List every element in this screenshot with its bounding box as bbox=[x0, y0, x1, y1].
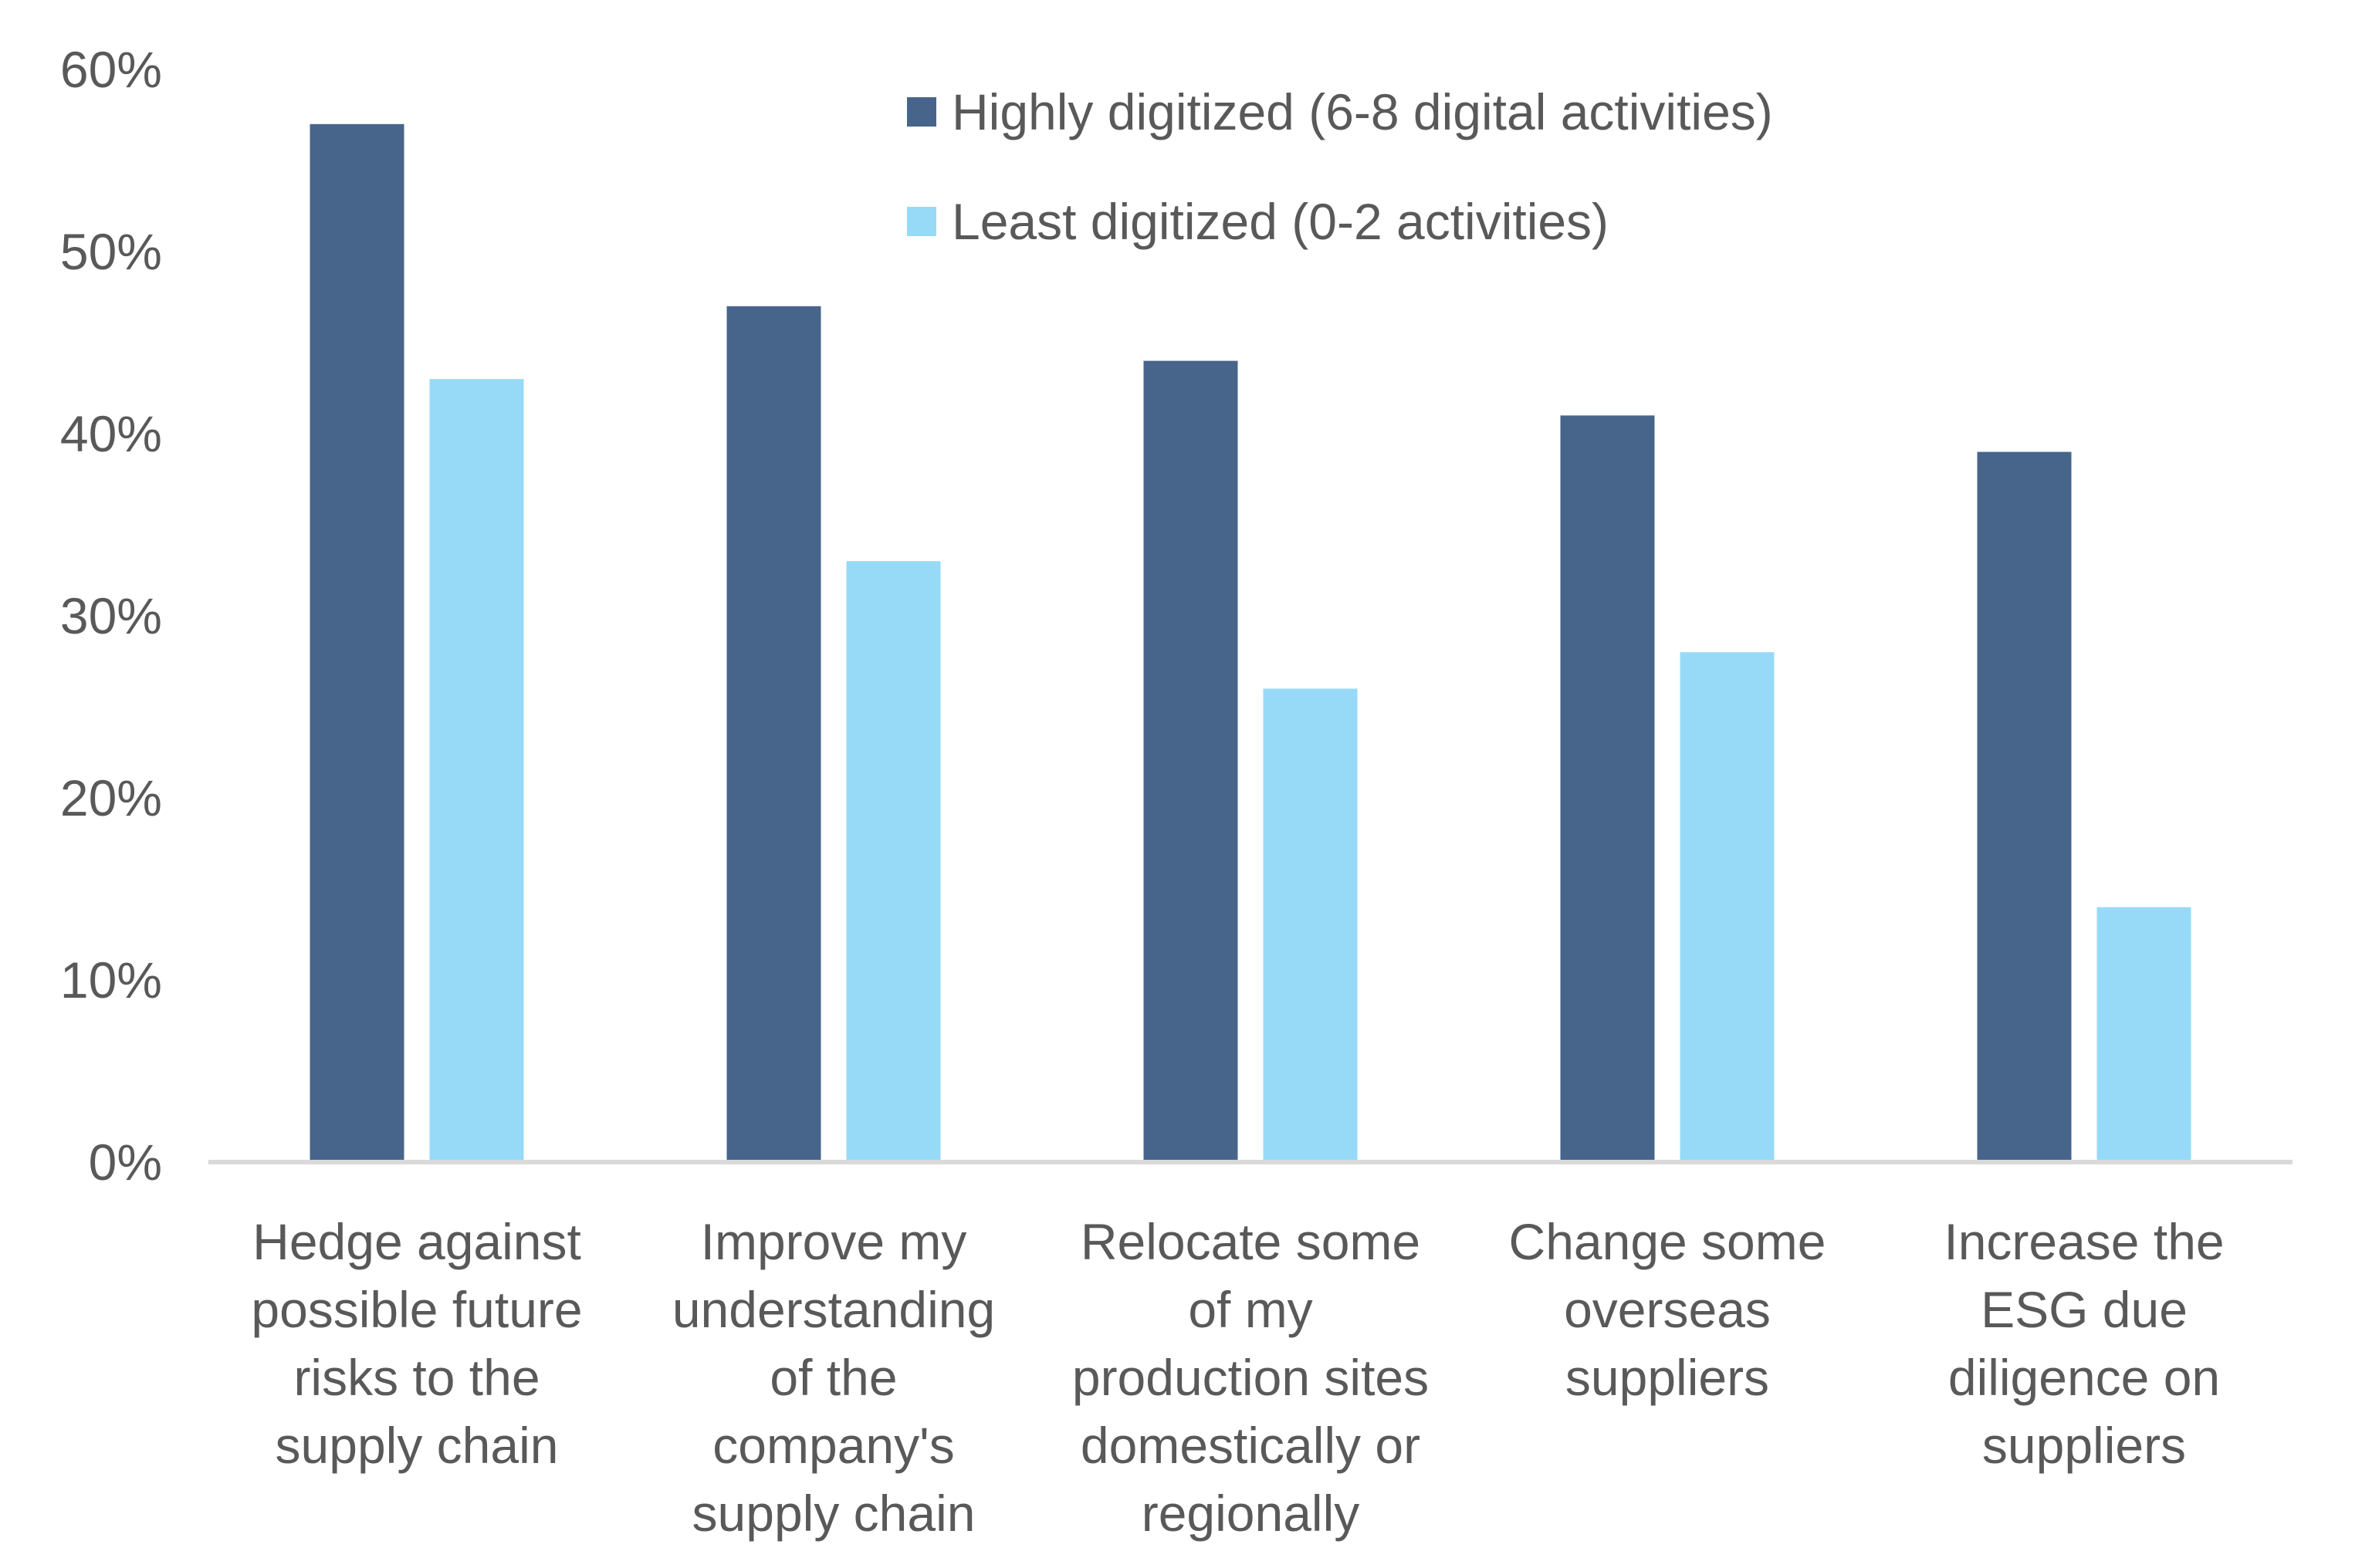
category-label-line: of the bbox=[770, 1349, 897, 1406]
legend: Highly digitized (6-8 digital activities… bbox=[907, 83, 1773, 250]
category-label: Hedge against possible future risks to the… bbox=[251, 1213, 582, 1474]
y-tick-label: 0% bbox=[89, 1134, 162, 1191]
category-label-line: diligence on bbox=[1948, 1349, 2220, 1406]
y-tick-label: 60% bbox=[60, 41, 162, 98]
category-label-line: production sites bbox=[1072, 1349, 1429, 1406]
category-label-line: suppliers bbox=[1982, 1417, 2186, 1474]
legend-label: Highly digitized (6-8 digital activities… bbox=[952, 83, 1773, 140]
category-label-line: suppliers bbox=[1565, 1349, 1769, 1406]
category-label-line: Change some bbox=[1509, 1213, 1826, 1270]
category-label-line: ESG due bbox=[1981, 1281, 2188, 1338]
category-label-line: understanding bbox=[672, 1281, 995, 1338]
bar-highly-digitized bbox=[1560, 415, 1655, 1162]
category-label-line: of my bbox=[1188, 1281, 1312, 1338]
bar-least-digitized bbox=[1263, 688, 1358, 1162]
category-labels: Hedge against possible future risks to the… bbox=[251, 1213, 2224, 1542]
legend-swatch bbox=[907, 207, 936, 236]
y-tick-label: 40% bbox=[60, 405, 162, 462]
bar-highly-digitized bbox=[726, 306, 821, 1162]
legend-swatch bbox=[907, 97, 936, 127]
category-label-line: domestically or bbox=[1081, 1417, 1420, 1474]
category-label-line: regionally bbox=[1142, 1485, 1360, 1542]
bar-least-digitized bbox=[846, 561, 941, 1162]
category-label: Relocate some of my production sites domest… bbox=[1072, 1213, 1429, 1542]
bar-least-digitized bbox=[1680, 652, 1775, 1162]
category-label: Increase the ESG due diligence on suppliers bbox=[1944, 1213, 2224, 1474]
category-label: Improve my understanding of the company's su… bbox=[672, 1213, 995, 1542]
bar-least-digitized bbox=[2096, 907, 2191, 1162]
category-label: Change some overseas suppliers bbox=[1509, 1213, 1826, 1406]
category-label-line: risks to the bbox=[293, 1349, 540, 1406]
category-label-line: supply chain bbox=[692, 1485, 976, 1542]
category-label-line: overseas bbox=[1564, 1281, 1771, 1338]
legend-label: Least digitized (0-2 activities) bbox=[952, 193, 1609, 250]
bars bbox=[310, 123, 2191, 1163]
category-label-line: company's bbox=[712, 1417, 954, 1474]
bar-highly-digitized bbox=[1977, 451, 2072, 1162]
category-label-line: Relocate some bbox=[1081, 1213, 1420, 1270]
y-tick-label: 50% bbox=[60, 223, 162, 280]
category-label-line: possible future bbox=[251, 1281, 582, 1338]
category-label-line: Hedge against bbox=[252, 1213, 581, 1270]
bar-least-digitized bbox=[429, 379, 524, 1162]
category-label-line: Increase the bbox=[1944, 1213, 2224, 1270]
y-tick-label: 30% bbox=[60, 587, 162, 644]
y-axis-ticks: 0% 10% 20% 30% 40% 50% 60% bbox=[60, 41, 162, 1191]
category-label-line: supply chain bbox=[276, 1417, 559, 1474]
bar-highly-digitized bbox=[1143, 360, 1238, 1163]
category-label-line: Improve my bbox=[701, 1213, 967, 1270]
y-tick-label: 10% bbox=[60, 951, 162, 1009]
bar-highly-digitized bbox=[310, 123, 404, 1162]
y-tick-label: 20% bbox=[60, 769, 162, 826]
